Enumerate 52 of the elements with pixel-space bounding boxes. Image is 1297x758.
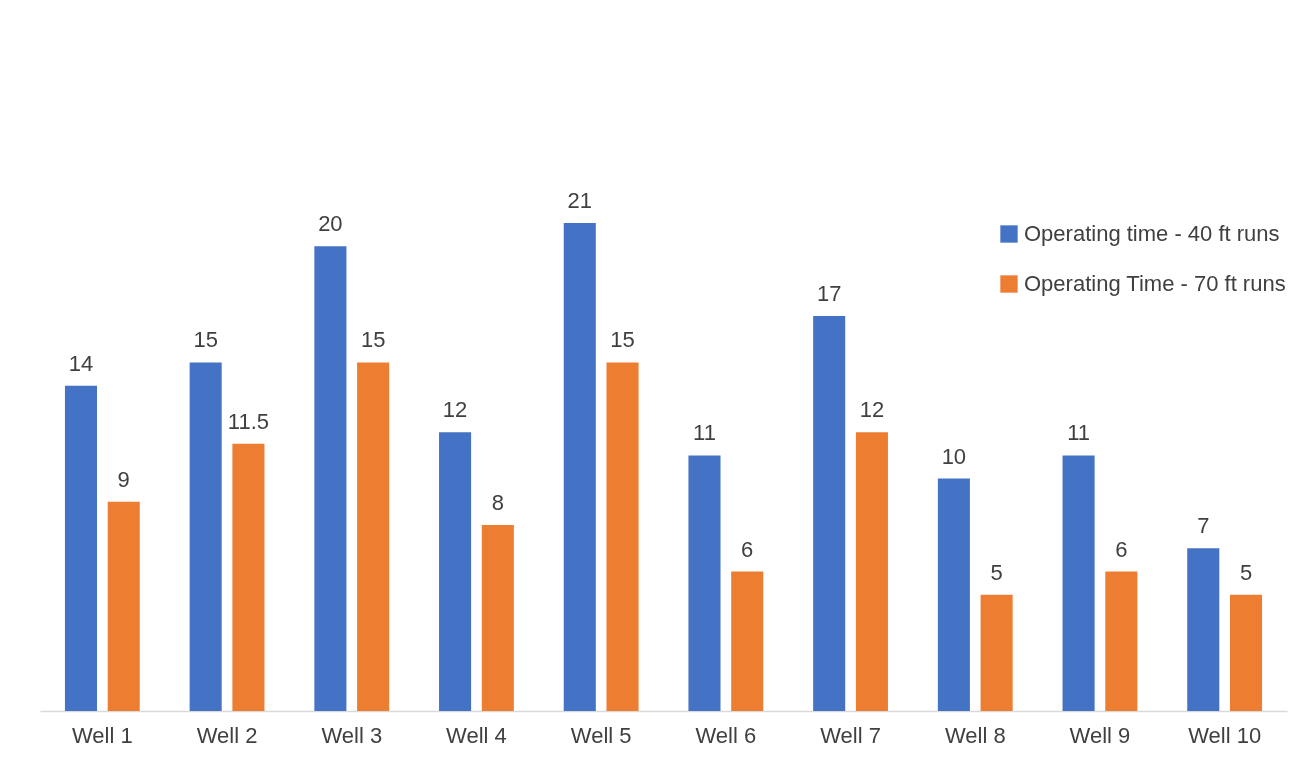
bar — [1229, 594, 1263, 711]
bar — [937, 478, 970, 711]
data-label: 6 — [741, 536, 754, 562]
data-label: 15 — [193, 327, 218, 353]
x-tick-label: Well 6 — [695, 722, 757, 748]
data-label: 20 — [318, 211, 343, 237]
data-label: 6 — [1115, 536, 1128, 562]
bar — [813, 315, 846, 711]
data-label: 8 — [491, 490, 504, 516]
bar — [107, 501, 140, 711]
bar — [314, 246, 347, 711]
x-tick-label: Well 10 — [1188, 722, 1262, 748]
data-label: 15 — [360, 327, 386, 353]
bar — [357, 362, 390, 711]
x-tick-label: Well 8 — [944, 722, 1006, 748]
bar — [189, 362, 222, 711]
bar — [855, 432, 888, 711]
data-label: 17 — [816, 280, 842, 306]
bar — [439, 432, 472, 711]
bar — [980, 594, 1013, 711]
data-label: 10 — [941, 443, 967, 469]
data-label: 12 — [859, 397, 885, 423]
data-label: 9 — [117, 466, 130, 492]
bar — [688, 455, 721, 711]
data-label: 14 — [68, 350, 94, 376]
x-tick-label: Well 5 — [570, 722, 632, 748]
data-label: 7 — [1197, 513, 1210, 539]
bar — [1187, 548, 1220, 711]
data-label: 11 — [693, 420, 716, 446]
legend-label: Operating Time - 70 ft runs — [1024, 271, 1286, 296]
x-tick-label: Well 2 — [196, 722, 258, 748]
x-tick-label: Well 3 — [321, 722, 383, 748]
x-tick-label: Well 9 — [1069, 722, 1131, 748]
bar — [606, 362, 639, 711]
x-tick-label: Well 7 — [820, 722, 881, 748]
x-tick-label: Well 4 — [446, 722, 507, 748]
data-label: 21 — [567, 188, 593, 213]
data-label: 5 — [1239, 559, 1253, 585]
bar — [1105, 571, 1138, 711]
data-label: 15 — [610, 327, 635, 353]
bar — [481, 525, 514, 711]
bar — [1062, 455, 1095, 711]
data-label: 11.5 — [227, 408, 270, 434]
bar — [731, 571, 764, 711]
bar — [232, 443, 265, 711]
data-label: 11 — [1067, 420, 1090, 446]
x-tick-label: Well 1 — [71, 722, 133, 748]
bar — [563, 223, 596, 711]
bar — [64, 385, 98, 711]
legend-label: Operating time - 40 ft runs — [1024, 221, 1280, 246]
data-label: 5 — [990, 559, 1003, 585]
data-label: 12 — [442, 397, 468, 423]
